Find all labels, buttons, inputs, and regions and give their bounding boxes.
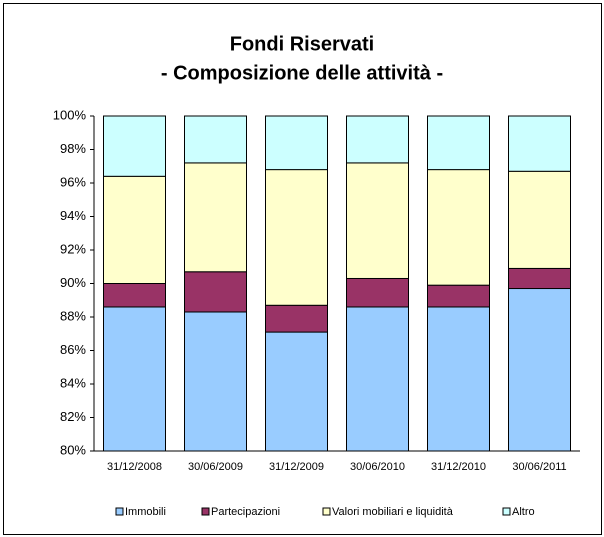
bar-segment	[427, 169, 490, 286]
bar-segment	[508, 288, 571, 452]
bar-segment	[346, 115, 409, 164]
bar-segment	[103, 175, 166, 284]
bar-segment	[427, 115, 490, 171]
y-tick-label: 100%	[53, 107, 87, 122]
x-tick-label: 31/12/2010	[431, 461, 486, 473]
x-tick-label: 31/12/2008	[107, 461, 162, 473]
y-tick-label: 90%	[60, 275, 86, 290]
x-tick-label: 30/06/2009	[188, 461, 243, 473]
bar-segment	[184, 115, 247, 164]
bar-segment	[427, 284, 490, 308]
bar-segment	[346, 277, 409, 308]
bar-segment	[265, 115, 328, 171]
x-tick-label: 30/06/2011	[512, 461, 566, 473]
bar-segment	[184, 162, 247, 273]
y-tick-label: 92%	[60, 241, 86, 256]
y-tick-label: 84%	[60, 375, 86, 390]
legend-swatch	[322, 507, 331, 516]
bar-segment	[265, 331, 328, 452]
bar-segment	[508, 267, 571, 290]
legend-label: Partecipazioni	[211, 506, 280, 518]
bar-segment	[508, 170, 571, 269]
bar-segment	[346, 162, 409, 279]
bar-segment	[103, 115, 166, 177]
x-tick-label: 31/12/2009	[269, 461, 324, 473]
legend-label: Immobili	[125, 506, 166, 518]
y-tick-label: 82%	[60, 409, 86, 424]
bar-segment	[265, 304, 328, 333]
chart-title: Fondi Riservati	[230, 33, 374, 55]
bar-segment	[103, 306, 166, 452]
y-tick-label: 96%	[60, 174, 86, 189]
bar-segment	[508, 115, 571, 172]
bar-segment	[427, 306, 490, 452]
bar-segment	[265, 169, 328, 306]
bar-segment	[103, 283, 166, 308]
legend-label: Valori mobiliari e liquidità	[332, 506, 454, 518]
bar-segment	[184, 271, 247, 313]
legend-label: Altro	[512, 506, 535, 518]
y-tick-label: 98%	[60, 141, 86, 156]
y-tick-label: 80%	[60, 442, 86, 457]
y-tick-label: 88%	[60, 308, 86, 323]
legend-swatch	[115, 507, 124, 516]
bar-segment	[184, 311, 247, 452]
legend-swatch	[201, 507, 210, 516]
y-tick-label: 94%	[60, 208, 86, 223]
legend-swatch	[502, 507, 511, 516]
y-tick-label: 86%	[60, 342, 86, 357]
chart-subtitle: - Composizione delle attività -	[161, 62, 443, 84]
bar-segment	[346, 306, 409, 452]
x-tick-label: 30/06/2010	[350, 461, 405, 473]
